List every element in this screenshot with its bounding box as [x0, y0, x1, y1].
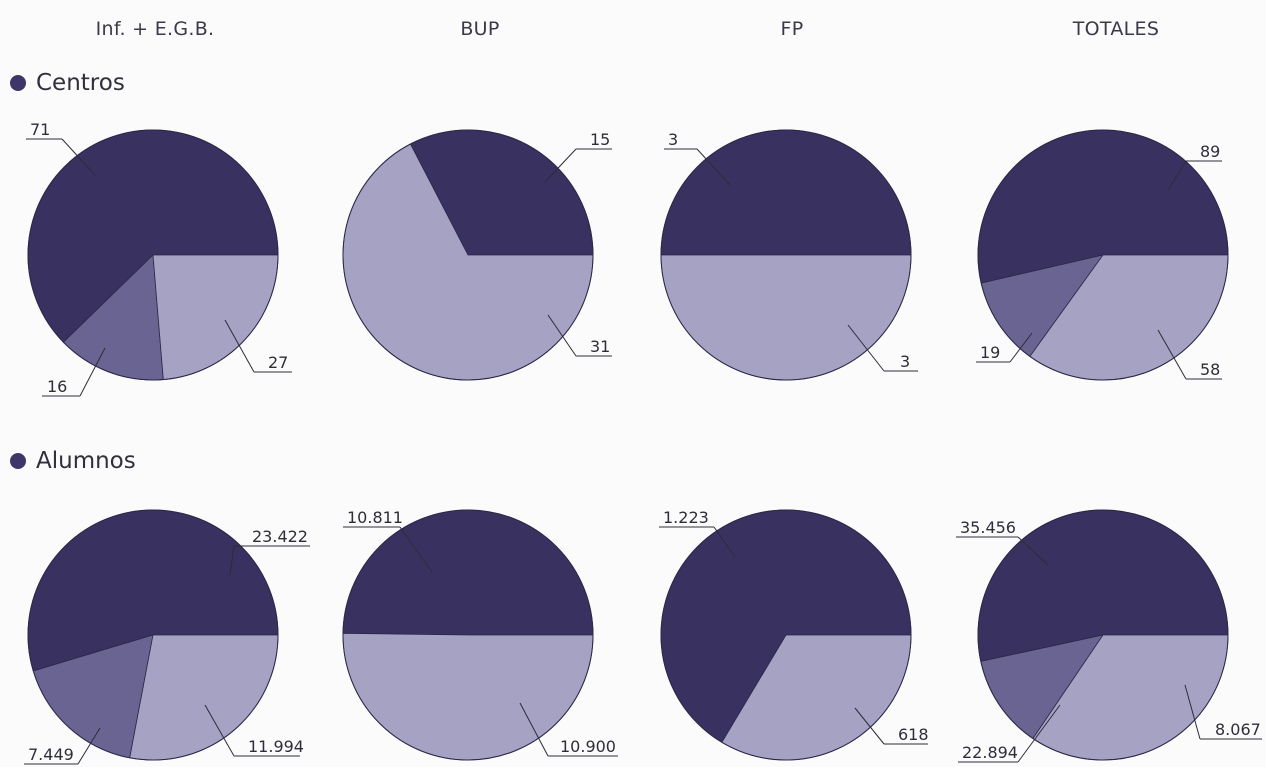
column-header-inf-egb: Inf. + E.G.B.	[95, 18, 215, 40]
pie-chart-alumnos-6: 1.223 618	[659, 508, 929, 761]
leader-line	[79, 347, 106, 397]
pie-outline	[977, 129, 1229, 381]
section-label-centros: Centros	[36, 70, 125, 96]
leader-line	[544, 148, 577, 183]
leader-line	[1167, 160, 1187, 191]
pie-chart-alumnos-4: 23.422 7.449 11.994	[24, 509, 310, 765]
pie-chart-centros-2: 33	[660, 129, 918, 381]
pie-chart-centros-0: 71 16 27	[26, 120, 292, 397]
leader-line	[696, 148, 731, 186]
slice-label: 3	[900, 352, 910, 371]
leader-line	[1017, 704, 1061, 763]
slice-label: 71	[30, 120, 50, 139]
pie-slice	[342, 632, 594, 761]
slice-label: 27	[268, 353, 288, 372]
leader-line	[61, 138, 96, 176]
slice-label: 7.449	[28, 745, 74, 764]
pie-outline	[977, 509, 1229, 761]
pie-chart-alumnos-5: 10.811 10.900	[342, 508, 618, 761]
section-title-alumnos: Alumnos	[10, 448, 136, 474]
section-title-centros: Centros	[10, 70, 125, 96]
column-header-fp: FP	[780, 18, 804, 40]
slice-label: 31	[590, 337, 610, 356]
leader-line	[77, 727, 101, 765]
leader-line	[224, 319, 255, 373]
leader-line	[1009, 332, 1033, 363]
pie-chart-alumnos-7: 35.456 8.067 22.894	[956, 509, 1262, 763]
pie-chart-centros-3: 89 19 58	[976, 129, 1229, 381]
bullet-icon	[10, 75, 26, 91]
pie-slice	[660, 254, 912, 381]
leader-line	[229, 545, 235, 576]
section-label-alumnos: Alumnos	[36, 448, 136, 474]
leader-line	[1017, 536, 1049, 566]
pie-outline	[27, 129, 279, 381]
slice-label: 15	[590, 130, 610, 149]
slice-label: 16	[47, 377, 67, 396]
leader-line	[1184, 684, 1201, 740]
pie-outline	[342, 509, 594, 761]
bullet-icon	[10, 453, 26, 469]
slice-label: 3	[668, 130, 678, 149]
leader-line	[519, 702, 549, 757]
column-header-totales: TOTALES	[1072, 18, 1160, 40]
leader-line	[204, 704, 235, 757]
leader-line	[399, 526, 433, 573]
slice-label: 1.223	[663, 508, 709, 527]
leader-line	[847, 324, 885, 372]
pie-outline	[660, 509, 912, 761]
slice-label: 10.900	[560, 737, 616, 756]
leader-line	[854, 707, 885, 745]
slice-label: 58	[1200, 360, 1220, 379]
pie-outline	[27, 509, 279, 761]
slice-label: 35.456	[960, 518, 1016, 537]
slice-label: 11.994	[248, 737, 304, 756]
slice-label: 8.067	[1215, 720, 1261, 739]
slice-label: 19	[980, 343, 1000, 362]
slice-label: 23.422	[252, 527, 308, 546]
leader-line	[1157, 329, 1187, 380]
slice-label: 22.894	[962, 743, 1018, 762]
leader-line	[547, 314, 577, 357]
pie-outline	[660, 129, 912, 381]
leader-line	[713, 526, 736, 558]
pie-slice	[152, 254, 279, 381]
slice-label: 10.811	[347, 508, 403, 527]
slice-label: 618	[898, 725, 929, 744]
pie-outline	[342, 129, 594, 381]
column-header-bup: BUP	[460, 18, 500, 40]
pie-slice	[342, 509, 594, 636]
slice-label: 89	[1200, 142, 1220, 161]
pie-slice	[660, 129, 912, 256]
